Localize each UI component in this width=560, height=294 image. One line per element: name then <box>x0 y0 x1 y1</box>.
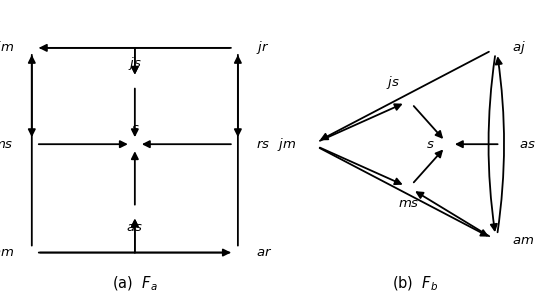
Text: $\it{am}$: $\it{am}$ <box>512 234 535 247</box>
Text: $\it{jm}$: $\it{jm}$ <box>277 136 296 153</box>
Text: $\it{js}$: $\it{js}$ <box>128 55 142 72</box>
Text: $\it{as}$: $\it{as}$ <box>127 221 143 234</box>
Text: (a)  $F_a$: (a) $F_a$ <box>112 274 158 293</box>
Text: $\it{rs}$: $\it{rs}$ <box>256 138 270 151</box>
Text: $\it{jr}$: $\it{jr}$ <box>256 39 269 56</box>
Text: $\it{ar}$: $\it{ar}$ <box>256 246 272 259</box>
Text: $\it{ms}$: $\it{ms}$ <box>398 197 420 210</box>
Text: $\it{jm}$: $\it{jm}$ <box>0 39 14 56</box>
Text: (b)  $F_b$: (b) $F_b$ <box>393 274 439 293</box>
Text: $\it{s}$: $\it{s}$ <box>130 121 139 135</box>
Text: $\it{ms}$: $\it{ms}$ <box>0 138 14 151</box>
Text: $\it{js}$: $\it{js}$ <box>386 74 399 91</box>
Text: $\it{am}$: $\it{am}$ <box>0 246 14 259</box>
Text: $\it{aj}$: $\it{aj}$ <box>512 39 526 56</box>
Text: $\it{as}$: $\it{as}$ <box>519 138 535 151</box>
Text: $\it{s}$: $\it{s}$ <box>426 138 435 151</box>
